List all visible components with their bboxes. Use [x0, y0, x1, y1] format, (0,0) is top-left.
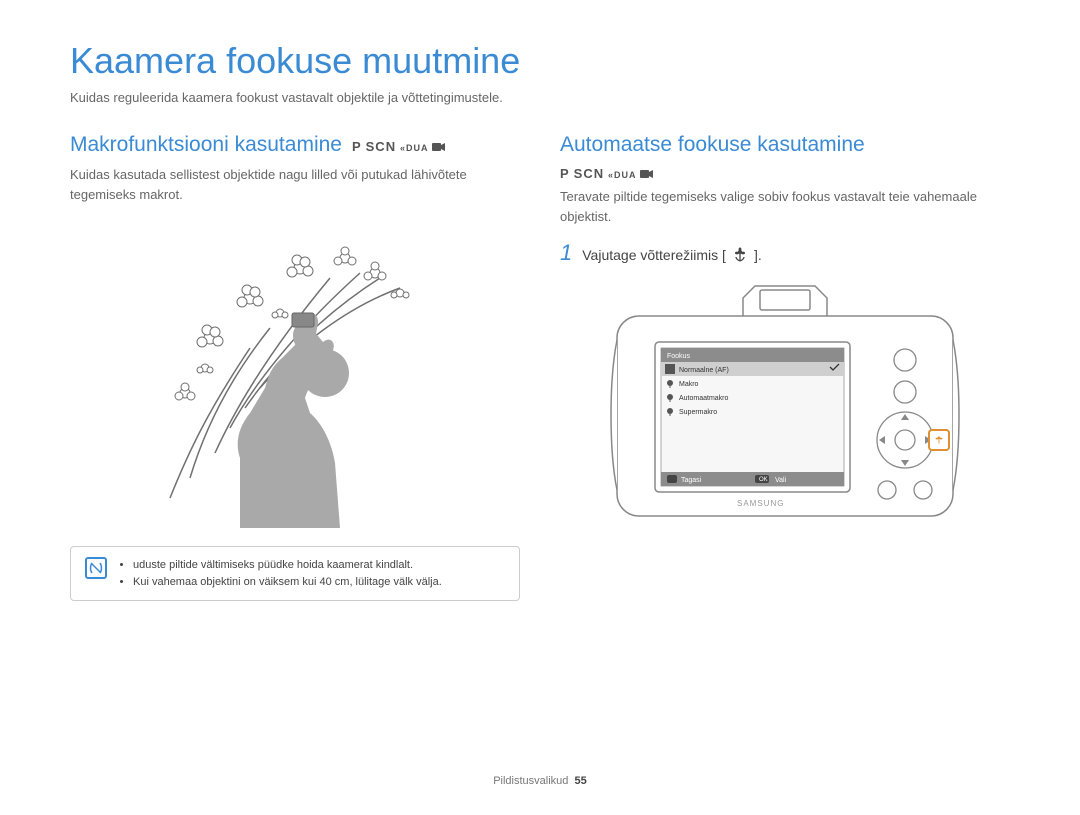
footer-label: Pildistusvalikud	[493, 775, 568, 787]
svg-text:«DUAL: «DUAL	[608, 170, 636, 180]
mode-scn-icon: SCN	[574, 166, 604, 181]
step-text-after: ].	[754, 247, 762, 263]
right-column: Automaatse fookuse kasutamine P SCN «DUA…	[560, 133, 1010, 601]
menu-item: Normaalne (AF)	[679, 367, 729, 374]
autofocus-desc: Teravate piltide tegemiseks valige sobiv…	[560, 187, 1010, 226]
menu-item: Makro	[679, 381, 699, 388]
svg-text:OK: OK	[759, 477, 768, 483]
left-column: Makrofunktsiooni kasutamine P SCN «DUAL …	[70, 133, 520, 601]
macro-flower-icon	[732, 247, 748, 263]
mode-p-icon: P	[560, 166, 570, 181]
macro-heading: Makrofunktsiooni kasutamine	[70, 133, 342, 157]
svg-text:«DUAL: «DUAL	[400, 143, 428, 153]
step-text-before: Vajutage võtterežiimis [	[582, 247, 726, 263]
menu-item: Automaatmakro	[679, 395, 729, 402]
step-1: 1 Vajutage võtterežiimis [ ].	[560, 240, 1010, 266]
menu-title: Fookus	[667, 353, 690, 360]
mode-dual-icon: «DUAL	[400, 141, 428, 153]
step-number: 1	[560, 240, 572, 266]
camera-brand: SAMSUNG	[737, 499, 784, 508]
tip-box: uduste piltide vältimiseks püüdke hoida …	[70, 546, 520, 601]
autofocus-mode-icons: P SCN «DUAL	[560, 166, 654, 181]
macro-illustration	[150, 218, 440, 528]
footer-page-number: 55	[575, 775, 587, 787]
page-subtitle: Kuidas reguleerida kaamera fookust vasta…	[70, 90, 1010, 105]
tip-item: Kui vahemaa objektini on väiksem kui 40 …	[133, 574, 442, 591]
camera-diagram: Fookus Normaalne (AF) Makro	[605, 280, 965, 535]
menu-footer-left: Tagasi	[681, 477, 702, 484]
page-title: Kaamera fookuse muutmine	[70, 40, 1010, 82]
menu-item: Supermakro	[679, 409, 717, 416]
macro-mode-icons: P SCN «DUAL	[352, 139, 446, 154]
mode-dual-icon: «DUAL	[608, 168, 636, 180]
tip-icon	[85, 557, 107, 579]
tip-item: uduste piltide vältimiseks püüdke hoida …	[133, 557, 442, 574]
mode-video-icon	[432, 141, 446, 153]
mode-video-icon	[640, 168, 654, 180]
page-footer: Pildistusvalikud 55	[0, 775, 1080, 787]
macro-desc: Kuidas kasutada sellistest objektide nag…	[70, 165, 520, 204]
autofocus-heading: Automaatse fookuse kasutamine	[560, 133, 865, 157]
mode-scn-icon: SCN	[366, 139, 396, 154]
menu-footer-right: Vali	[775, 477, 787, 484]
mode-p-icon: P	[352, 139, 362, 154]
